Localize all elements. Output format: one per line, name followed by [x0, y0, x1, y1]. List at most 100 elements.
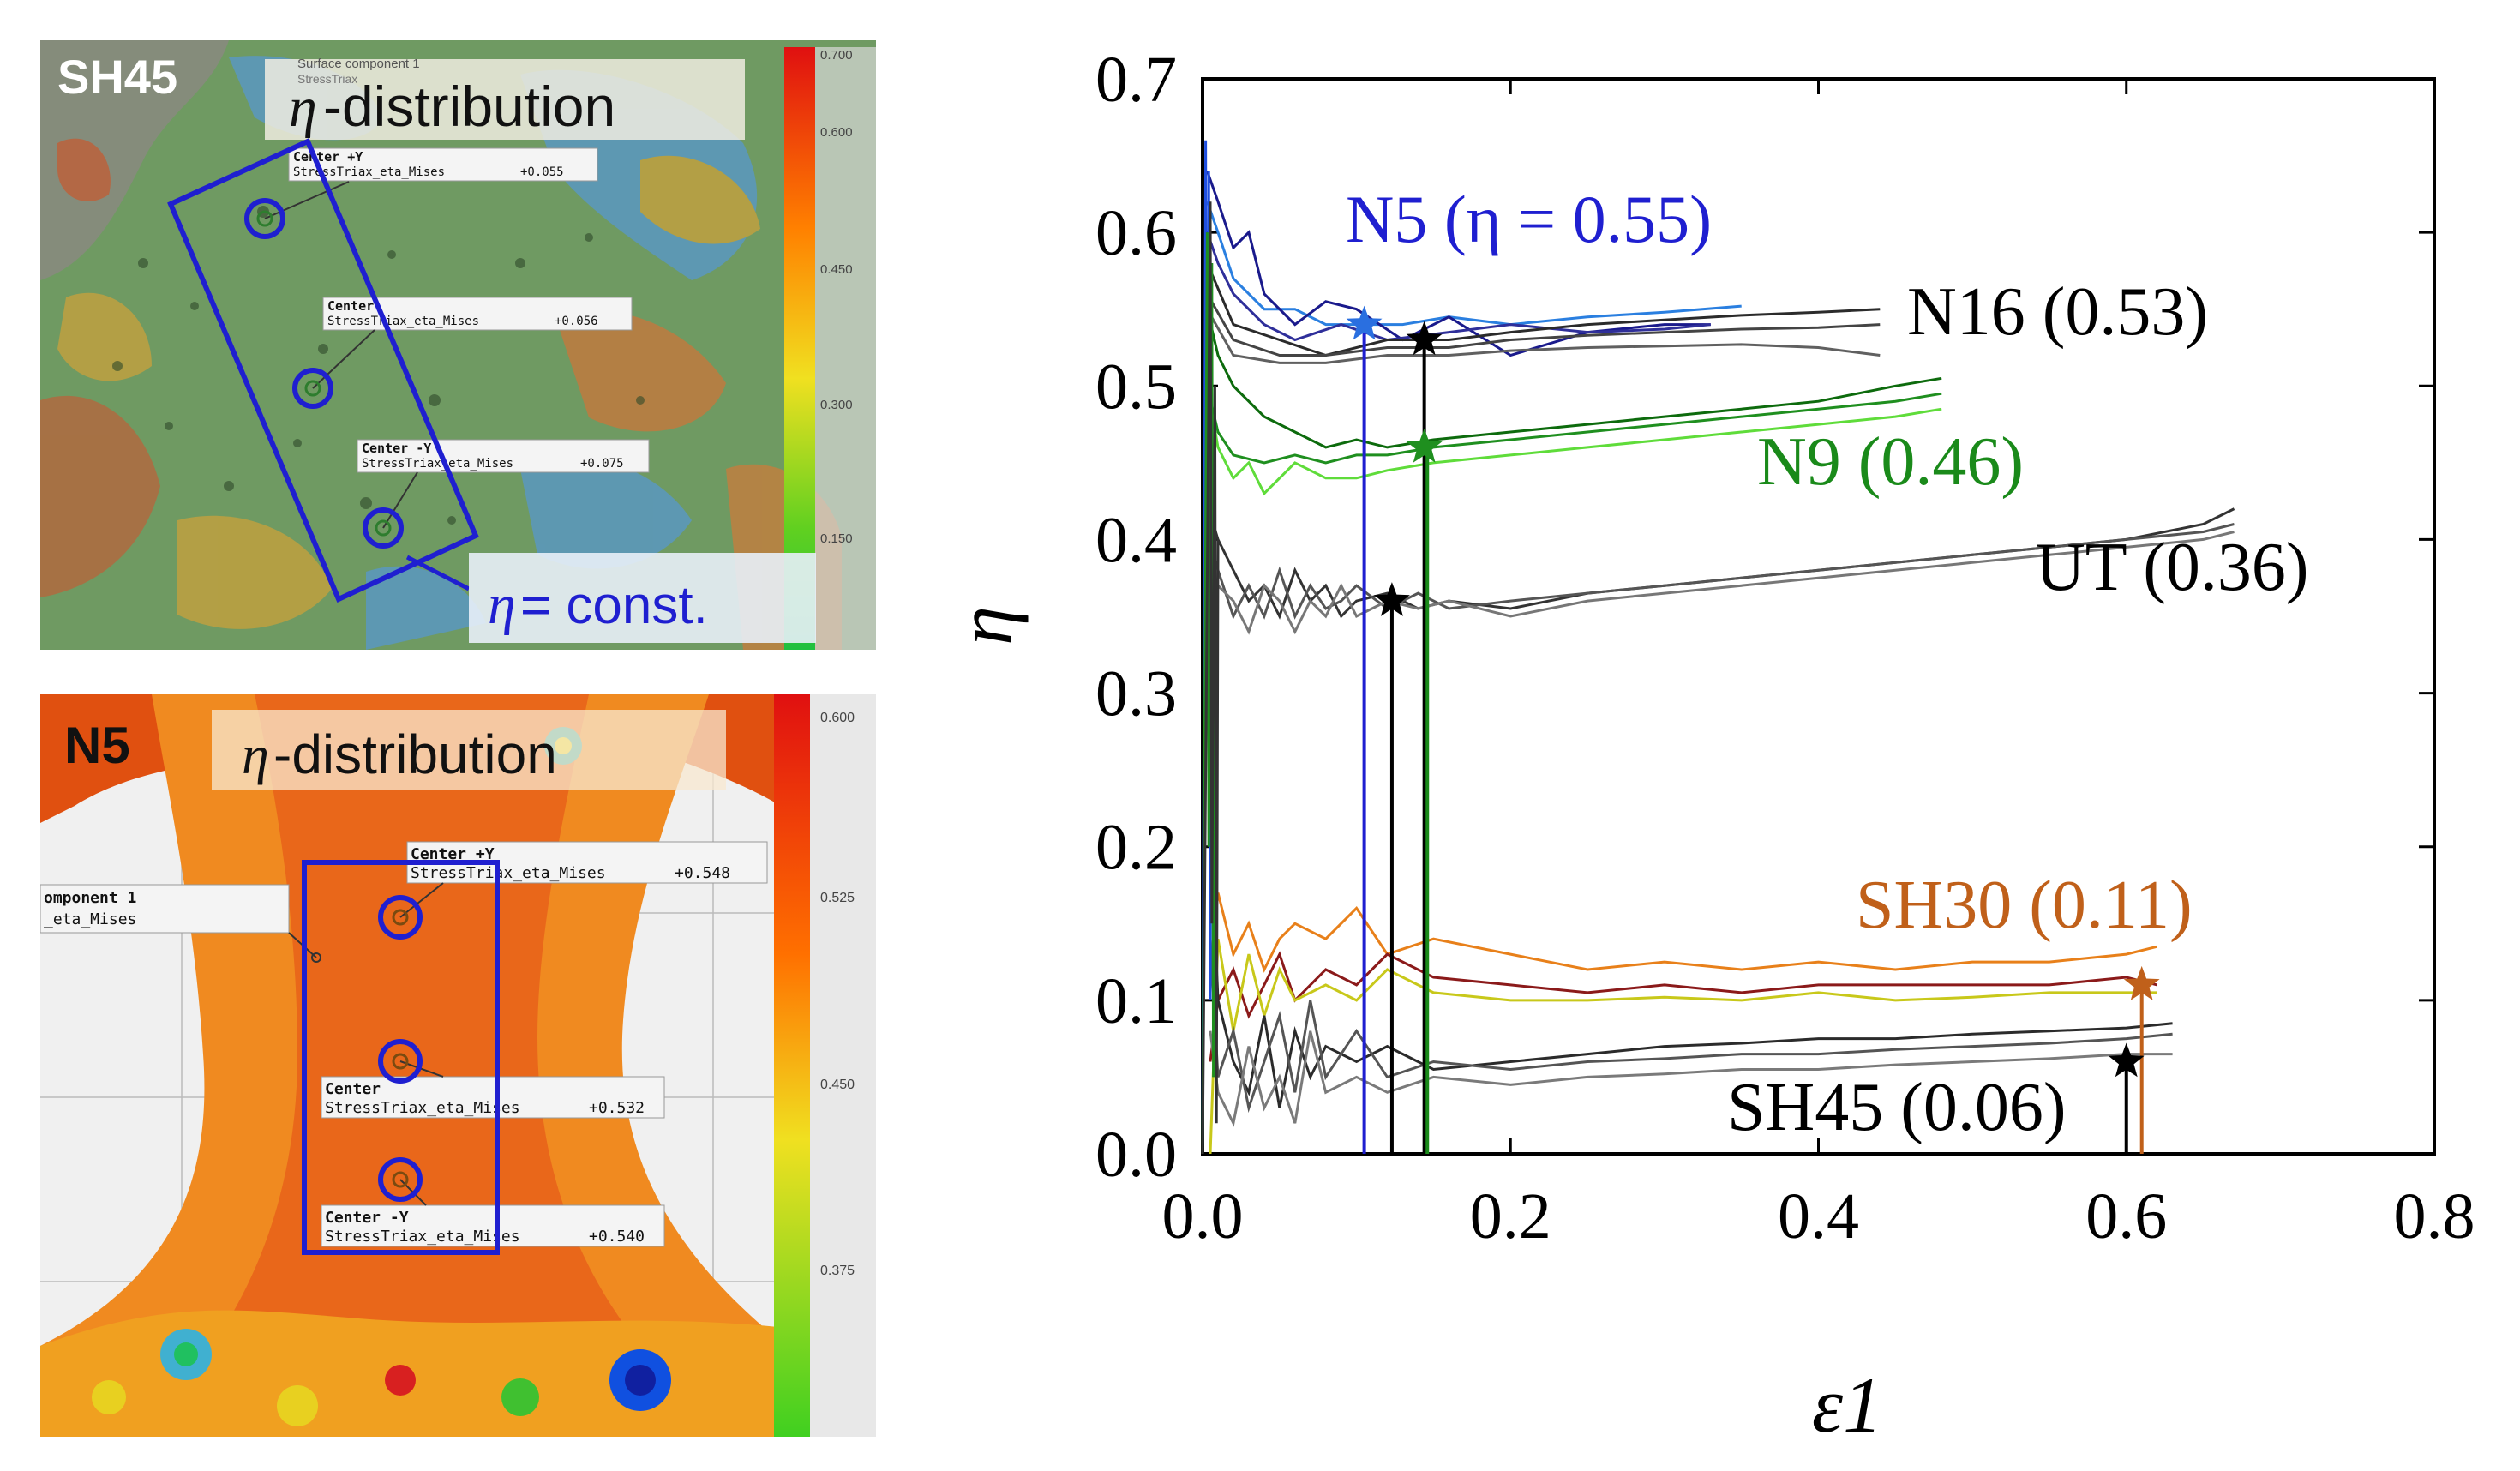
star-marker: [1374, 582, 1410, 616]
series-line: [1209, 815, 2173, 1108]
x-tick-label: 0.4: [1778, 1180, 1859, 1252]
n5-point-circles: [378, 895, 423, 1202]
curve-annotation: N16 (0.53): [1907, 274, 2208, 350]
series-line: [1209, 939, 2173, 1114]
svg-text:StressTriax_eta_Mises: StressTriax_eta_Mises: [325, 1099, 520, 1117]
sh45-callout-box: [469, 553, 816, 643]
y-tick-label: 0.5: [1095, 351, 1177, 423]
n5-point-label: Center +Y StressTriax_eta_Mises +0.548: [406, 841, 768, 884]
sh45-colorbar-tick: 0.300: [820, 398, 853, 412]
y-axis-label: η: [941, 606, 1029, 645]
svg-text:+0.548: +0.548: [675, 864, 730, 882]
n5-evaluation-region: [302, 860, 500, 1255]
x-axis-label: ε1: [1812, 1361, 1882, 1449]
svg-text:_eta_Mises: _eta_Mises: [44, 910, 136, 928]
y-tick-label: 0.4: [1095, 504, 1177, 576]
sh45-colorbar-tick: 0.150: [820, 531, 853, 546]
y-tick-label: 0.0: [1095, 1119, 1177, 1191]
series-line: [1206, 308, 1881, 364]
series-line: [1207, 531, 2235, 635]
star-marker: [1346, 305, 1383, 340]
series-line: [1207, 523, 2235, 620]
eta-vs-strain-chart: 0.0 0.2 0.4 0.6 0.8 0.0 0.1 0.2 0.3 0.4 0.5 0.6 0.7 N…: [941, 44, 2475, 1449]
sh45-callout-eta: η: [488, 573, 516, 636]
svg-text:omponent 1: omponent 1: [44, 889, 136, 907]
star-marker: [2108, 1042, 2145, 1078]
sh45-title-box: [265, 59, 745, 140]
svg-text:StressTriax_eta_Mises: StressTriax_eta_Mises: [411, 864, 606, 882]
svg-text:+0.532: +0.532: [589, 1099, 645, 1117]
sh45-colorbar: [784, 47, 815, 650]
svg-text:+0.056: +0.056: [555, 315, 598, 328]
svg-text:+0.055: +0.055: [520, 165, 564, 179]
sh45-overlay-sub: StressTriax: [297, 72, 357, 86]
svg-text:Center +Y: Center +Y: [411, 845, 495, 863]
sh45-point-label: Center +Y StressTriax_eta_Mises +0.055: [288, 147, 598, 182]
series-line: [1205, 385, 1942, 465]
sh45-colorbar-tick: 0.600: [820, 125, 853, 140]
svg-text:StressTriax_eta_Mises: StressTriax_eta_Mises: [325, 1228, 520, 1246]
sh45-point-circles: [244, 198, 404, 549]
series-line: [1205, 386, 1942, 496]
series-line: [1201, 201, 1220, 1155]
svg-text:Center -Y: Center -Y: [325, 1209, 409, 1227]
series-line: [1206, 293, 1881, 357]
series-line: [1209, 951, 2158, 1062]
y-tick-label: 0.7: [1095, 44, 1177, 116]
sh45-point-label: Center StressTriax_eta_Mises +0.056: [322, 297, 633, 331]
n5-colorbar: [774, 694, 810, 1437]
sh45-callout-text: = const.: [520, 576, 708, 635]
n5-point-label: Center StressTriax_eta_Mises +0.532: [321, 1076, 665, 1119]
n5-point-label: Center -Y StressTriax_eta_Mises +0.540: [321, 1204, 665, 1247]
curve-annotation: N5 (η = 0.55): [1346, 182, 1712, 256]
curve-annotation: UT (0.36): [2036, 530, 2308, 605]
n5-specimen-label: N5: [64, 717, 130, 774]
plot-layer: 0.0 0.2 0.4 0.6 0.8 0.0 0.1 0.2 0.3 0.4 0.5 0.6 0.7 N…: [1095, 44, 2475, 1252]
n5-colorbar-tick: 0.525: [820, 891, 855, 905]
x-tick-label: 0.8: [2394, 1180, 2475, 1252]
sh45-title-eta: η: [289, 76, 317, 139]
plot-frame: [1201, 77, 2436, 1156]
series-line: [1206, 262, 1881, 357]
y-tick-label: 0.6: [1095, 197, 1177, 269]
n5-title-box: [212, 710, 726, 790]
svg-text:StressTriax_eta_Mises: StressTriax_eta_Mises: [327, 315, 479, 328]
sh45-point-label: Center -Y StressTriax_eta_Mises +0.075: [357, 439, 650, 473]
n5-side-label: omponent 1 _eta_Mises: [40, 884, 290, 934]
curve-annotation: SH45 (0.06): [1727, 1070, 2067, 1145]
series-line: [1209, 938, 2157, 1155]
y-tick-label: 0.2: [1095, 812, 1177, 884]
n5-colorbar-tick: 0.600: [820, 711, 855, 725]
sh45-leader-lines: [264, 181, 418, 529]
y-tick-label: 0.1: [1095, 965, 1177, 1037]
series-line: [1209, 892, 2158, 973]
svg-text:Center +Y: Center +Y: [293, 149, 363, 165]
sh45-evaluation-region: [167, 137, 479, 603]
sh45-colorbar-tick: 0.700: [820, 48, 853, 63]
n5-distribution-panel: 0.600 0.525 0.450 0.375 N5 η -distributi…: [40, 694, 876, 1437]
sh45-overlay-title: Surface component 1: [297, 57, 420, 71]
svg-text:+0.540: +0.540: [589, 1228, 645, 1246]
sh45-specimen-label: SH45: [57, 50, 177, 104]
svg-text:StressTriax_eta_Mises: StressTriax_eta_Mises: [293, 165, 445, 179]
star-marker: [2123, 965, 2160, 1000]
x-tick-label: 0.0: [1162, 1180, 1244, 1252]
svg-text:+0.075: +0.075: [580, 457, 624, 471]
n5-colorbar-tick: 0.375: [820, 1264, 855, 1278]
svg-text:Center -Y: Center -Y: [362, 441, 431, 456]
svg-text:Center: Center: [327, 298, 374, 314]
sh45-heatmap: 0.700 0.600 0.450 0.300 0.150 SH45 Surfa…: [40, 40, 876, 650]
series-line: [1209, 1030, 2173, 1127]
sh45-title-text: -distribution: [323, 75, 615, 138]
sh45-colorbar-tick: 0.450: [820, 262, 853, 277]
n5-title-text: -distribution: [273, 723, 557, 785]
sh45-callout-pointer: [405, 555, 471, 591]
n5-colorbar-tick: 0.450: [820, 1078, 855, 1092]
svg-text:Center: Center: [325, 1080, 381, 1098]
n5-title-eta: η: [242, 724, 269, 785]
y-tick-label: 0.3: [1095, 658, 1177, 730]
n5-heatmap: 0.600 0.525 0.450 0.375 N5 η -distributi…: [40, 694, 876, 1437]
curve-annotation: SH30 (0.11): [1856, 868, 2193, 943]
curve-annotation: N9 (0.46): [1757, 424, 2024, 500]
svg-text:StressTriax_eta_Mises: StressTriax_eta_Mises: [362, 457, 513, 471]
